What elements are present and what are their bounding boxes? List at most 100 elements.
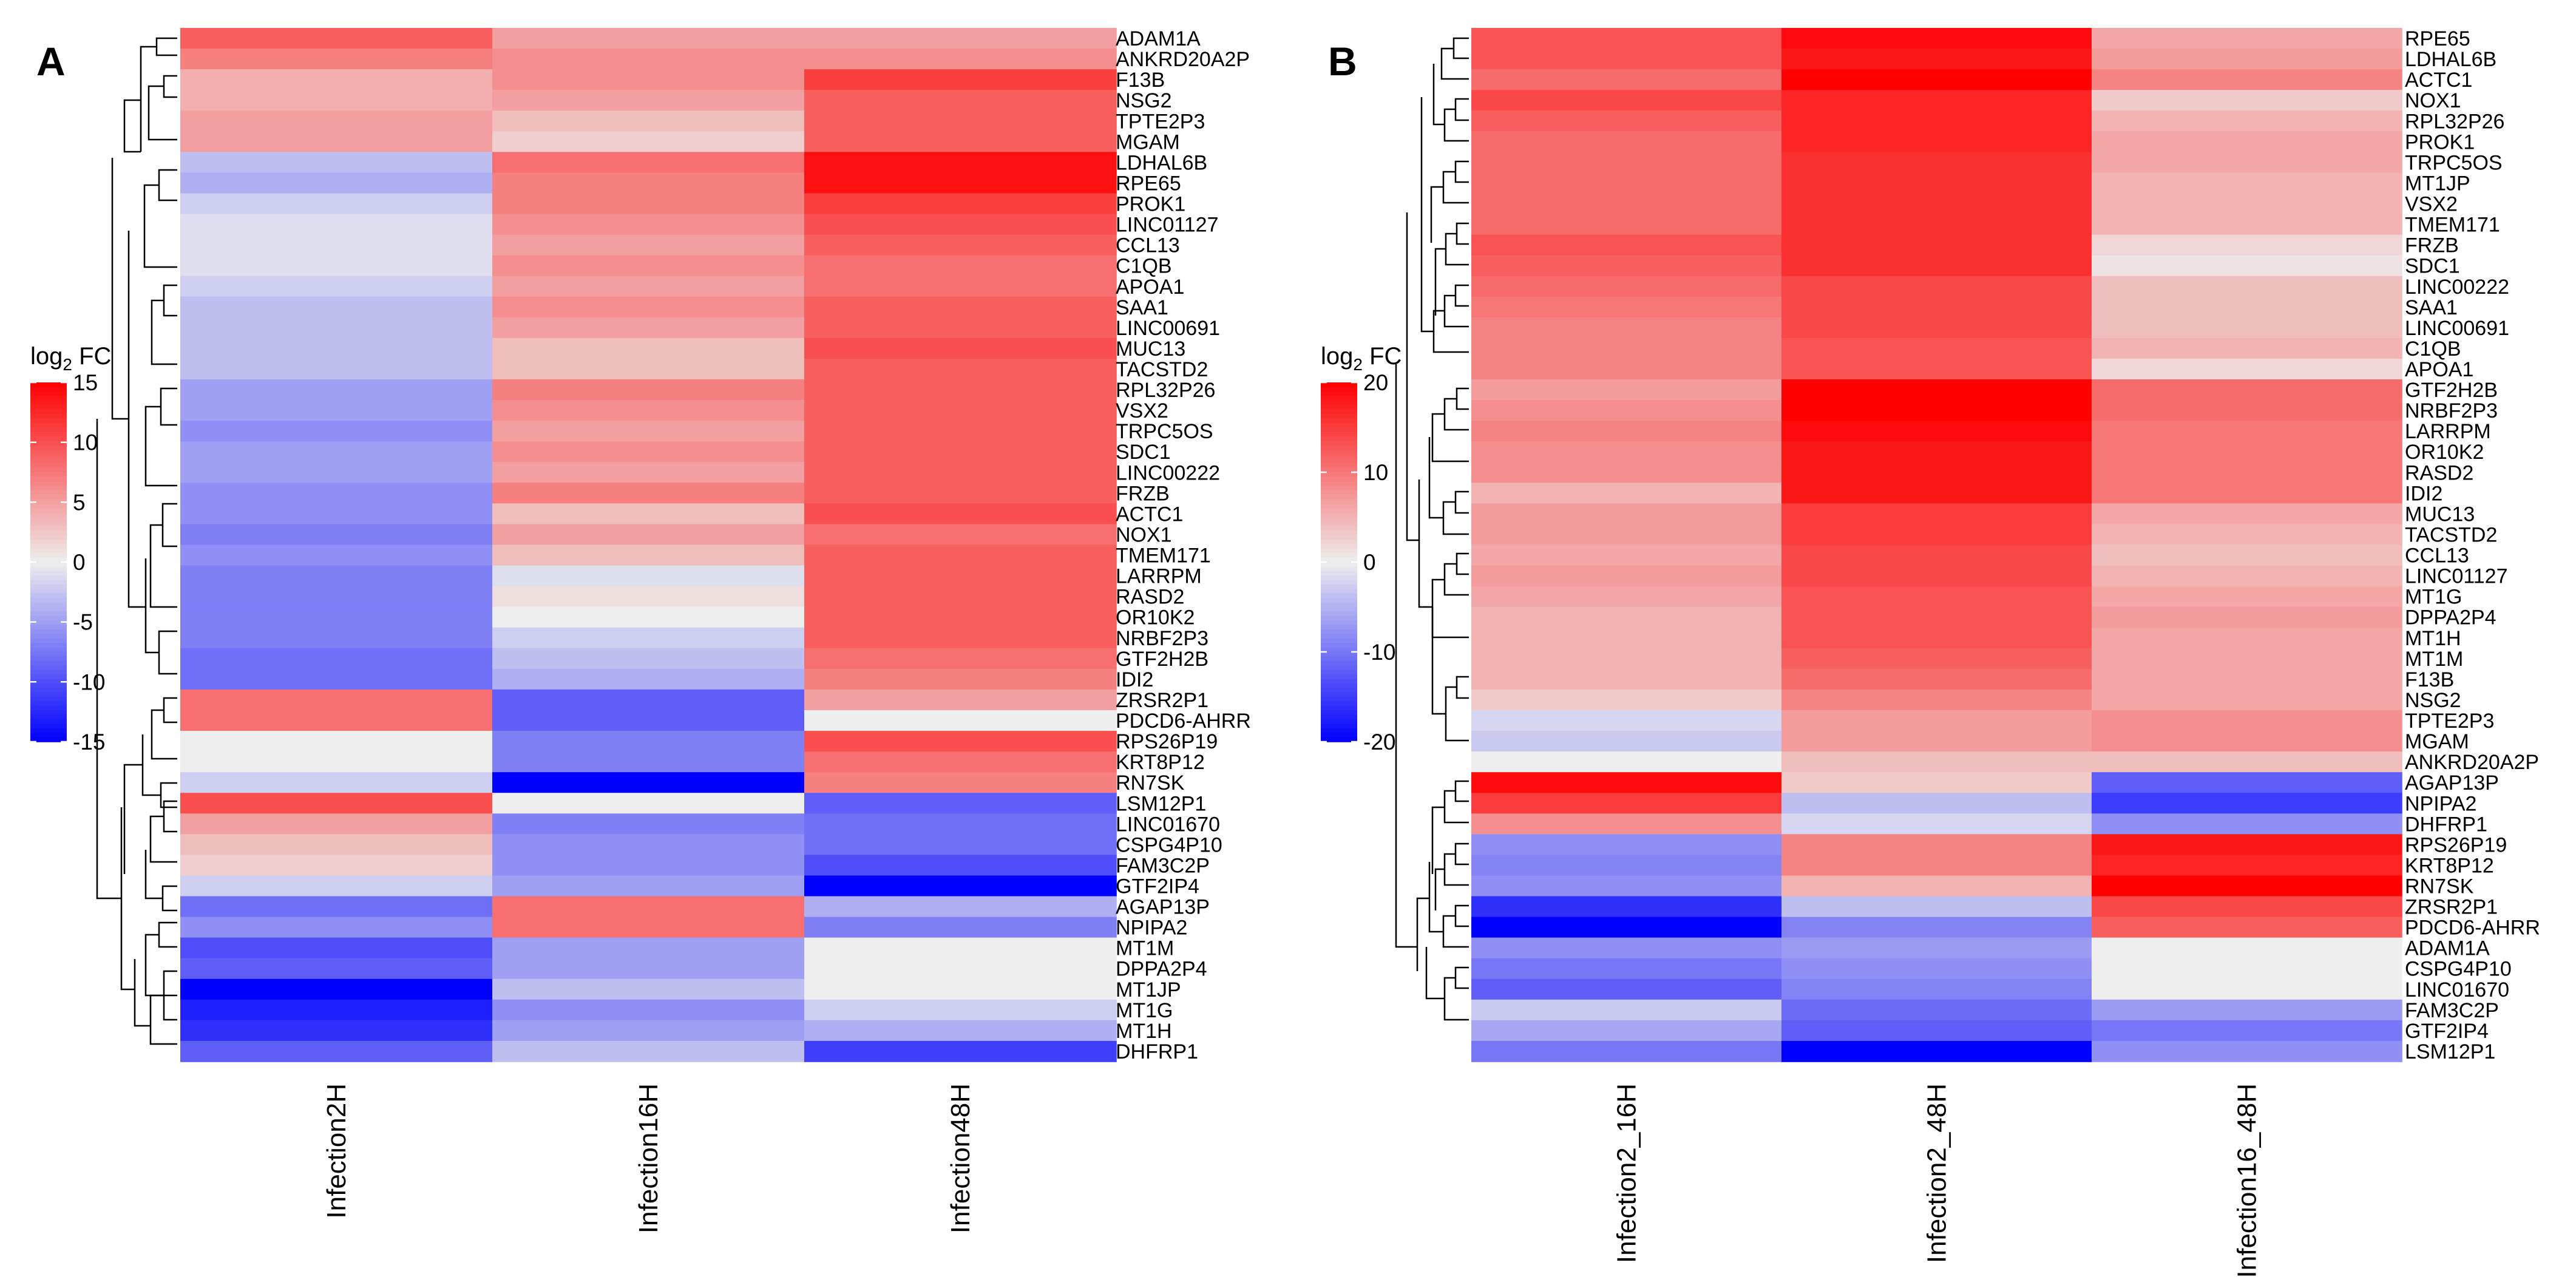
legend-a-gradient-step <box>30 728 67 733</box>
heatmap-b-cell <box>1781 49 2092 70</box>
legend-a-gradient-step <box>30 615 67 621</box>
heatmap-a-cell <box>180 896 493 918</box>
legend-b-gradient-step <box>1321 427 1357 433</box>
legend-b-gradient-step <box>1321 674 1357 680</box>
heatmap-a-cell <box>492 90 805 112</box>
legend-a-gradient-step <box>30 486 67 491</box>
heatmap-b-cell <box>1781 565 2092 587</box>
heatmap-b-cell <box>2092 234 2402 256</box>
gene-label: NOX1 <box>2405 89 2461 112</box>
heatmap-b-cell <box>1471 937 1782 959</box>
legend-a-gradient-step <box>30 724 67 729</box>
heatmap-b-cell <box>1471 193 1782 215</box>
heatmap-a-cell <box>180 152 493 174</box>
heatmap-a-cell <box>804 793 1117 815</box>
gene-label: ACTC1 <box>1116 503 1183 526</box>
heatmap-b-cell <box>1471 483 1782 504</box>
gene-label: PROK1 <box>2405 130 2475 154</box>
heatmap-b-cell <box>2092 731 2402 752</box>
heatmap-b-cell <box>2092 421 2402 442</box>
gene-label: RPS26P19 <box>1116 730 1218 753</box>
legend-a-gradient-step <box>30 643 67 648</box>
heatmap-a-cell <box>492 896 805 918</box>
heatmap-a-cells <box>180 28 1117 1062</box>
gene-label: NSG2 <box>1116 89 1172 112</box>
heatmap-b-cell <box>1471 586 1782 608</box>
legend-a-gradient-step <box>30 422 67 428</box>
gene-label: MUC13 <box>1116 337 1185 361</box>
gene-label: KRT8P12 <box>1116 751 1205 774</box>
gene-label: IDI2 <box>2405 482 2442 505</box>
gene-label: LINC00691 <box>2405 317 2509 340</box>
gene-label: ADAM1A <box>1116 27 1201 50</box>
heatmap-a-cell <box>804 131 1117 153</box>
heatmap-b-cell <box>1781 978 2092 1000</box>
legend-a-gradient-step <box>30 566 67 572</box>
gene-label: DPPA2P4 <box>1116 958 1207 981</box>
heatmap-b-cell <box>2092 606 2402 628</box>
heatmap-a-cell <box>804 689 1117 711</box>
gene-label: GTF2H2B <box>1116 648 1208 671</box>
gene-label: FRZB <box>2405 234 2459 257</box>
heatmap-b-cell <box>1471 565 1782 587</box>
legend-a-gradient-step <box>30 580 67 585</box>
panel-b-row-dendrogram <box>1395 37 1469 1021</box>
legend-a-gradient-step <box>30 557 67 563</box>
heatmap-a-cell <box>180 276 493 297</box>
legend-a-colorbar <box>30 382 67 742</box>
heatmap-b-cell <box>2092 875 2402 897</box>
heatmap-a-cell <box>804 172 1117 194</box>
heatmap-b-cell <box>1781 462 2092 484</box>
heatmap-a-cell <box>180 834 493 856</box>
legend-a-gradient-step <box>30 665 67 671</box>
legend-a-gradient-step <box>30 427 67 433</box>
heatmap-b-cell <box>1471 689 1782 711</box>
heatmap-b-cell <box>1471 999 1782 1021</box>
gene-label: RASD2 <box>2405 461 2473 484</box>
legend-b-gradient-step <box>1321 679 1357 684</box>
legend-b-ticks: 20 10 0 -10 -20 <box>1321 370 1395 754</box>
heatmap-b-cell <box>2092 937 2402 959</box>
legend-b-gradient-step <box>1321 391 1357 396</box>
heatmap-a-cell <box>492 793 805 815</box>
legend-b-gradient-step <box>1321 557 1357 563</box>
legend-a-gradient-step <box>30 544 67 549</box>
heatmap-a-cell <box>492 648 805 669</box>
gene-label: APOA1 <box>1116 276 1184 299</box>
gene-label: ADAM1A <box>2405 937 2490 960</box>
heatmap-a-cell <box>492 855 805 876</box>
heatmap-b-cell <box>1781 834 2092 856</box>
heatmap-b-cell <box>1781 110 2092 132</box>
heatmap-b-cell <box>2092 813 2402 835</box>
heatmap-a-cell <box>180 958 493 980</box>
gene-label: PDCD6-AHRR <box>1116 710 1251 733</box>
legend-a-gradient-step <box>30 656 67 662</box>
heatmap-b-cell <box>1471 710 1782 731</box>
heatmap-b-cell <box>1781 731 2092 752</box>
heatmap-b-cell <box>2092 69 2402 90</box>
gene-label: SDC1 <box>1116 441 1171 464</box>
heatmap-b-cell <box>1781 90 2092 112</box>
heatmap-a-cell <box>180 69 493 90</box>
heatmap-b-cell <box>1781 503 2092 525</box>
legend-a-gradient-step <box>30 575 67 581</box>
legend-b-gradient-step <box>1321 396 1357 401</box>
heatmap-b-cell <box>1471 172 1782 194</box>
heatmap-a-cell <box>804 751 1117 773</box>
legend-b-gradient-step <box>1321 553 1357 558</box>
legend-b-gradient-step <box>1321 472 1357 478</box>
gene-label: FRZB <box>1116 482 1170 505</box>
gene-label: GTF2IP4 <box>1116 875 1199 898</box>
legend-a-gradient-step <box>30 391 67 396</box>
legend-b-gradient-step <box>1321 476 1357 482</box>
heatmap-b-cell <box>2092 49 2402 70</box>
legend-a-gradient-step <box>30 490 67 495</box>
legend-a-gradient-step <box>30 548 67 554</box>
legend-b-gradient-step <box>1321 585 1357 590</box>
heatmap-b-cell <box>2092 999 2402 1021</box>
legend-a-gradient-step <box>30 638 67 643</box>
gene-label: TRPC5OS <box>2405 151 2503 174</box>
legend-a-tick-label: 15 <box>73 370 98 395</box>
legend-a-tick-label: 0 <box>73 550 86 575</box>
